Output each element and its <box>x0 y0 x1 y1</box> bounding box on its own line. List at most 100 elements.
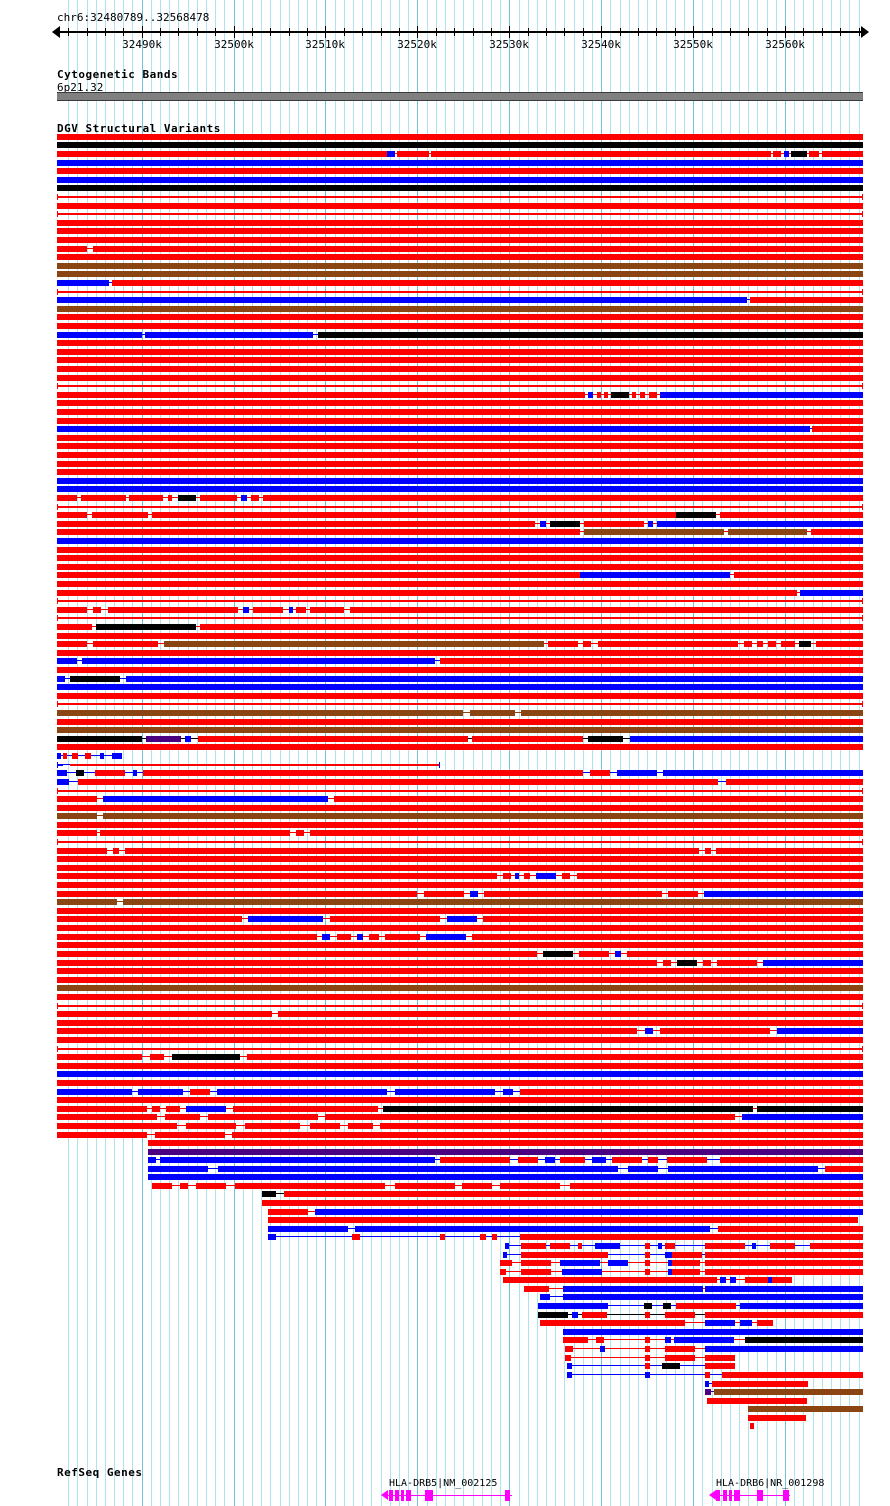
variant-segment[interactable] <box>645 1337 650 1343</box>
variant-segment[interactable] <box>178 495 196 501</box>
variant-segment[interactable] <box>662 1363 680 1369</box>
variant-segment[interactable] <box>125 848 699 854</box>
variant-segment[interactable] <box>520 1089 863 1095</box>
variant-segment[interactable] <box>665 1252 673 1258</box>
variant-segment[interactable] <box>770 1243 795 1249</box>
variant-row[interactable] <box>0 1217 890 1223</box>
variant-row[interactable] <box>0 1209 890 1215</box>
variant-segment[interactable] <box>57 168 863 174</box>
variant-segment[interactable] <box>705 1389 711 1395</box>
variant-segment[interactable] <box>503 873 511 879</box>
variant-segment[interactable] <box>550 1243 570 1249</box>
variant-segment[interactable] <box>563 1337 588 1343</box>
variant-segment[interactable] <box>57 841 863 843</box>
variant-row[interactable] <box>0 1037 890 1043</box>
variant-segment[interactable] <box>57 246 87 252</box>
variant-row[interactable] <box>0 203 890 209</box>
variant-segment[interactable] <box>565 1346 573 1352</box>
variant-row[interactable] <box>0 590 890 596</box>
variant-segment[interactable] <box>503 1252 507 1258</box>
variant-segment[interactable] <box>745 1277 770 1283</box>
variant-row[interactable] <box>0 753 890 759</box>
variant-row[interactable] <box>0 788 890 794</box>
variant-segment[interactable] <box>565 1355 571 1361</box>
variant-row[interactable] <box>0 684 890 690</box>
variant-row[interactable] <box>0 306 890 312</box>
variant-segment[interactable] <box>583 641 591 647</box>
variant-segment[interactable] <box>757 641 763 647</box>
variant-row[interactable] <box>0 736 890 742</box>
variant-row[interactable] <box>0 357 890 363</box>
variant-segment[interactable] <box>57 703 863 705</box>
variant-segment[interactable] <box>718 1226 863 1232</box>
variant-segment[interactable] <box>152 1106 160 1112</box>
variant-segment[interactable] <box>57 340 863 346</box>
variant-segment[interactable] <box>524 1286 549 1292</box>
variant-segment[interactable] <box>515 873 519 879</box>
variant-segment[interactable] <box>57 529 580 535</box>
variant-segment[interactable] <box>540 521 546 527</box>
variant-segment[interactable] <box>563 1329 863 1335</box>
variant-segment[interactable] <box>628 1166 658 1172</box>
variant-segment[interactable] <box>705 848 711 854</box>
variant-segment[interactable] <box>148 1157 156 1163</box>
variant-segment[interactable] <box>57 873 497 879</box>
variant-segment[interactable] <box>380 1123 863 1129</box>
variant-segment[interactable] <box>668 1269 673 1275</box>
variant-segment[interactable] <box>241 495 247 501</box>
variant-row[interactable] <box>0 719 890 725</box>
variant-segment[interactable] <box>799 641 811 647</box>
variant-segment[interactable] <box>598 641 738 647</box>
gene-exon[interactable] <box>723 1490 727 1501</box>
variant-row[interactable] <box>0 228 890 234</box>
variant-row[interactable] <box>0 1320 890 1326</box>
variant-segment[interactable] <box>208 1114 318 1120</box>
variant-row[interactable] <box>0 375 890 381</box>
variant-segment[interactable] <box>447 916 477 922</box>
variant-segment[interactable] <box>217 1089 387 1095</box>
variant-segment[interactable] <box>480 1234 486 1240</box>
variant-segment[interactable] <box>57 1028 637 1034</box>
variant-segment[interactable] <box>608 1260 628 1266</box>
variant-segment[interactable] <box>57 426 810 432</box>
variant-row[interactable] <box>0 134 890 140</box>
variant-row[interactable] <box>0 418 890 424</box>
variant-segment[interactable] <box>57 203 863 209</box>
variant-segment[interactable] <box>550 521 580 527</box>
variant-row[interactable] <box>0 693 890 699</box>
variant-segment[interactable] <box>768 1277 772 1283</box>
variant-segment[interactable] <box>717 960 757 966</box>
variant-row[interactable] <box>0 830 890 836</box>
variant-segment[interactable] <box>703 960 711 966</box>
variant-row[interactable] <box>0 615 890 621</box>
variant-segment[interactable] <box>57 495 77 501</box>
variant-segment[interactable] <box>196 1183 226 1189</box>
variant-segment[interactable] <box>263 495 863 501</box>
variant-segment[interactable] <box>164 641 544 647</box>
variant-segment[interactable] <box>70 676 120 682</box>
variant-segment[interactable] <box>57 830 97 836</box>
variant-segment[interactable] <box>740 1320 752 1326</box>
variant-row[interactable] <box>0 1123 890 1129</box>
variant-segment[interactable] <box>352 1234 360 1240</box>
variant-row[interactable] <box>0 443 890 449</box>
variant-segment[interactable] <box>520 1234 863 1240</box>
variant-row[interactable] <box>0 1303 890 1309</box>
variant-segment[interactable] <box>726 779 863 785</box>
variant-row[interactable] <box>0 246 890 252</box>
variant-segment[interactable] <box>705 1286 863 1292</box>
variant-row[interactable] <box>0 1252 890 1258</box>
variant-segment[interactable] <box>672 1252 702 1258</box>
variant-segment[interactable] <box>57 1080 863 1086</box>
variant-segment[interactable] <box>521 1269 551 1275</box>
variant-segment[interactable] <box>310 607 344 613</box>
variant-segment[interactable] <box>57 925 863 931</box>
variant-segment[interactable] <box>57 314 863 320</box>
variant-segment[interactable] <box>563 1294 863 1300</box>
variant-segment[interactable] <box>57 1005 863 1007</box>
variant-row[interactable] <box>0 1329 890 1335</box>
variant-segment[interactable] <box>757 1320 773 1326</box>
variant-segment[interactable] <box>716 848 863 854</box>
gene-exon[interactable] <box>734 1490 740 1501</box>
